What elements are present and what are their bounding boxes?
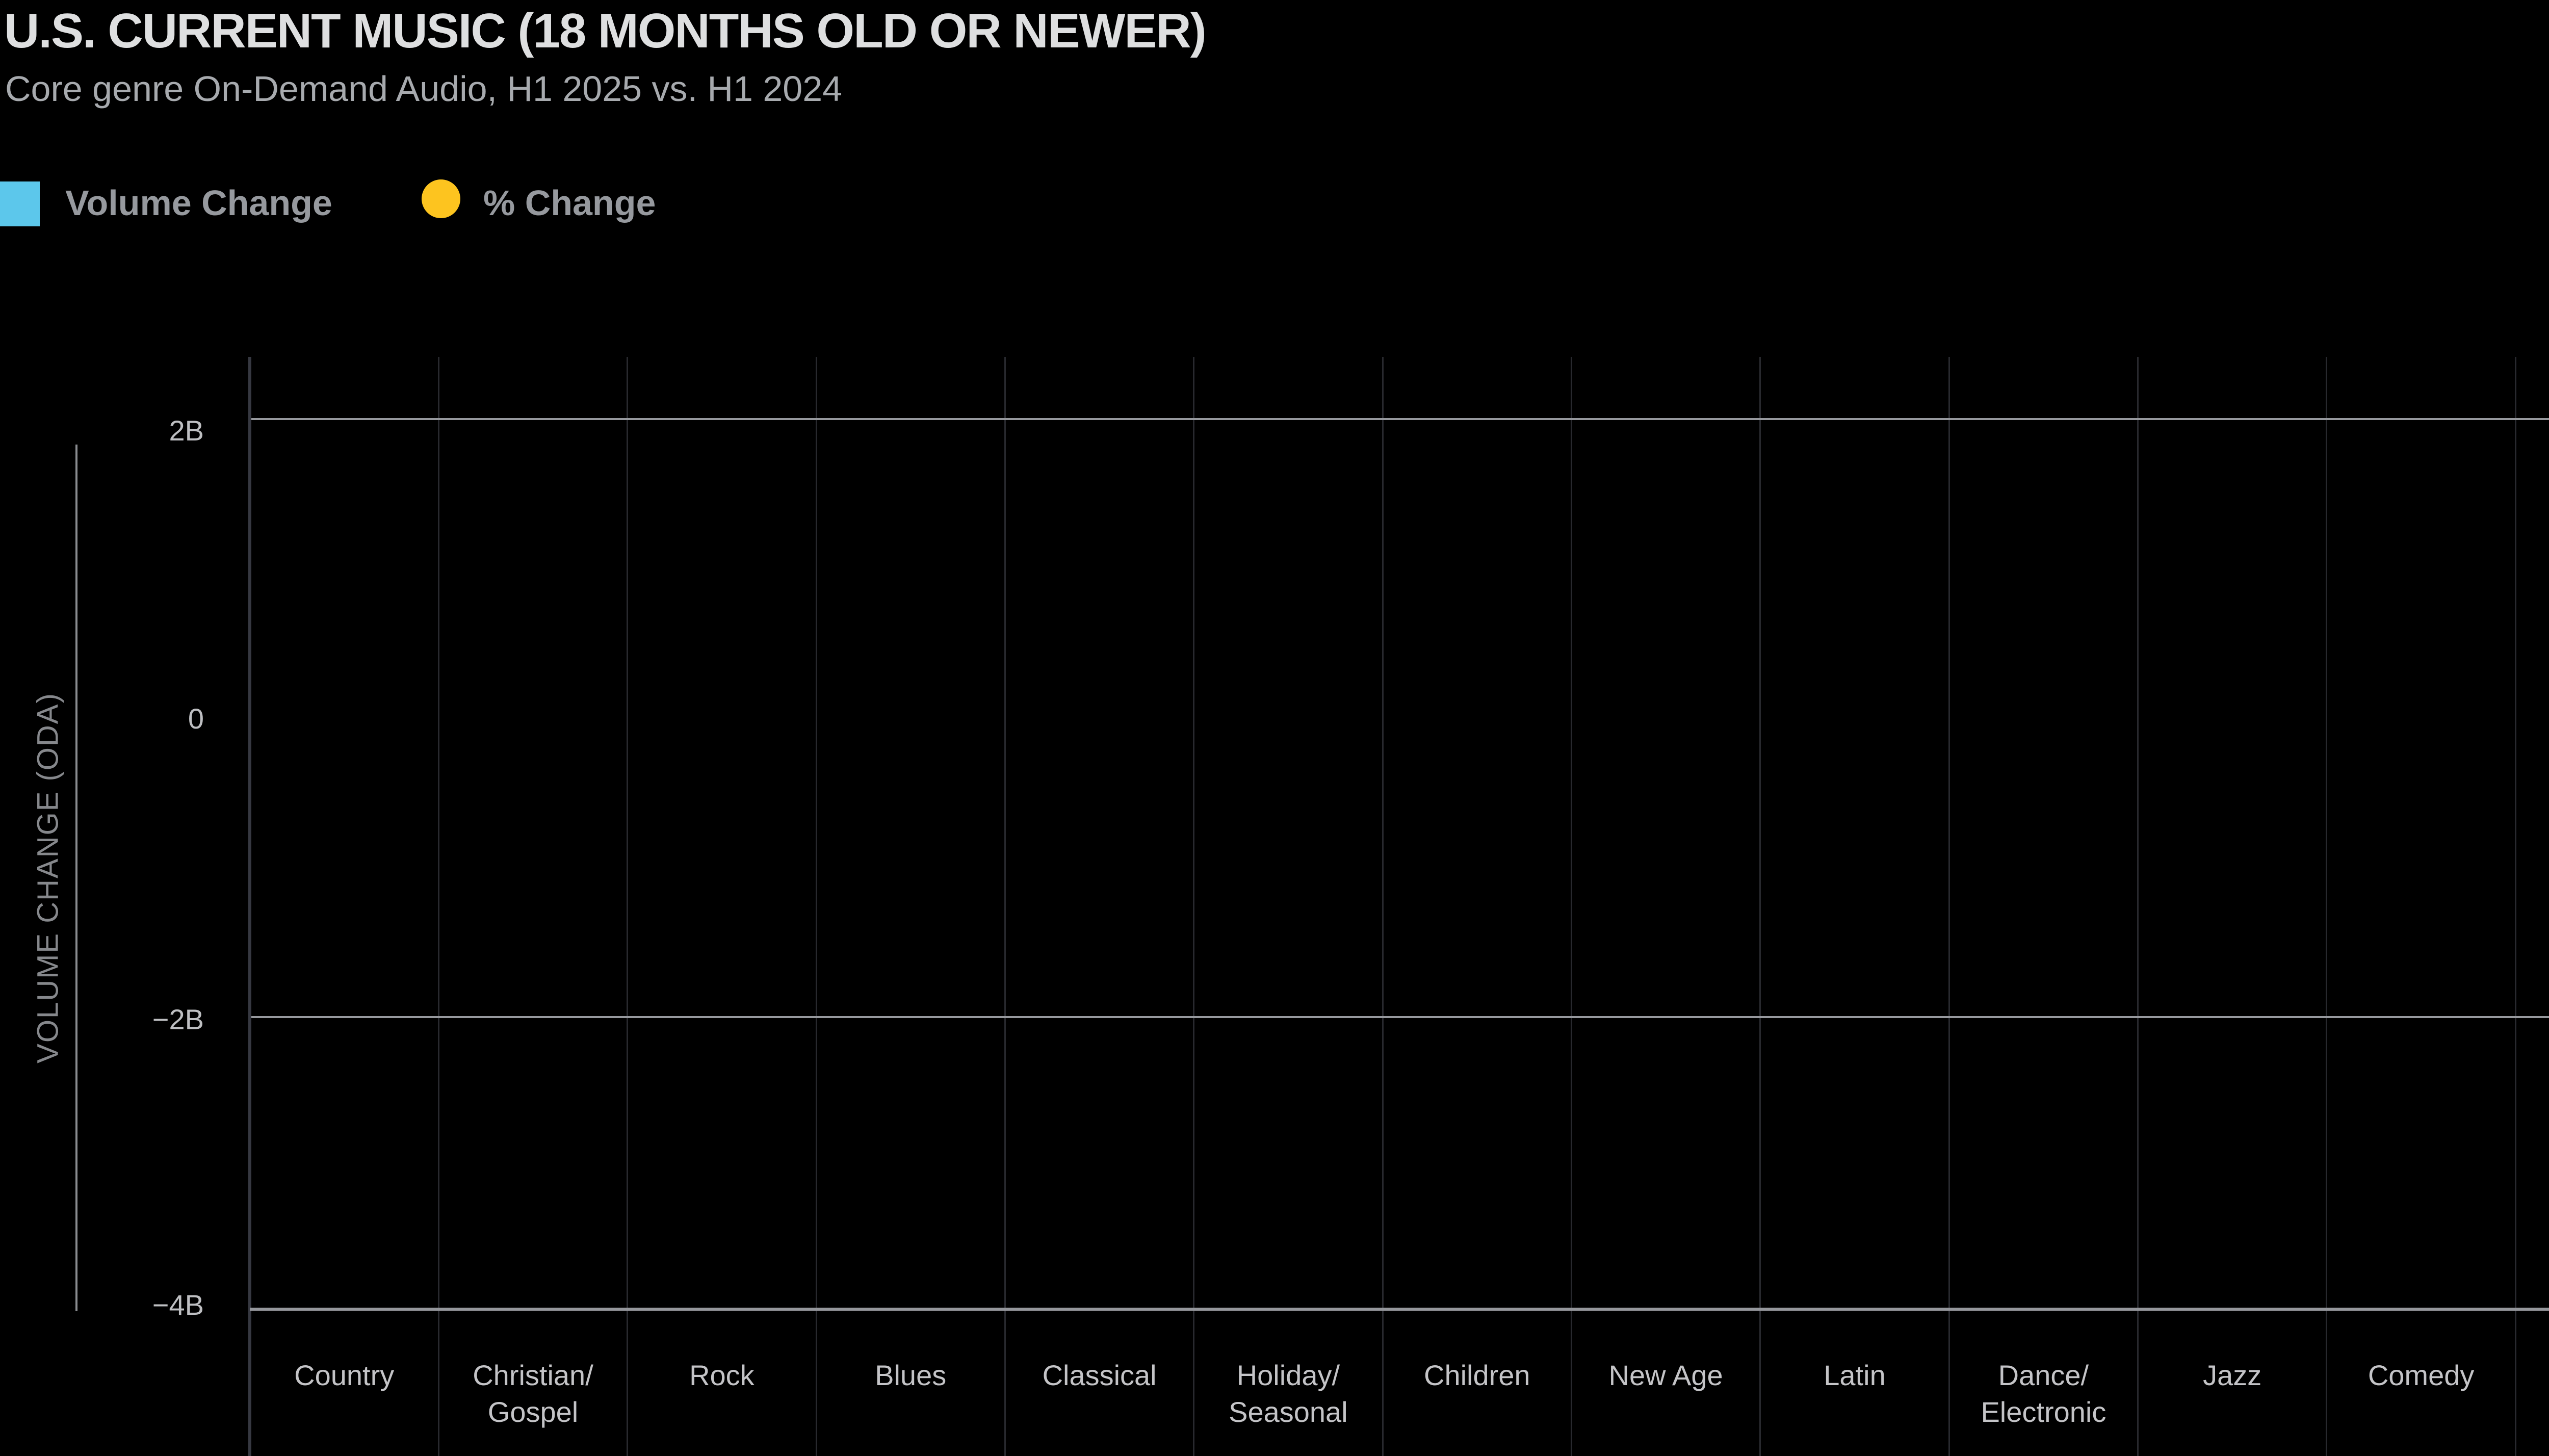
legend-swatch-square [0,181,40,226]
x-axis-label-line: Holiday/ [1236,1359,1340,1391]
x-axis-line [250,1308,2549,1311]
x-axis-label-line: Dance/ [1998,1359,2089,1391]
x-axis-label-line: Country [294,1359,395,1391]
legend-swatch-circle [422,179,460,218]
v-gridline [1759,357,1761,1456]
v-gridline [1571,357,1572,1456]
x-axis-label: Comedy [2326,1357,2516,1394]
v-gridline [1193,357,1195,1456]
h-gridline-2B [250,418,2549,420]
left-axis-title-line [75,445,77,1311]
x-axis-label: Dance/Electronic [1948,1357,2138,1431]
left-axis-tick-label: 0 [188,703,204,735]
x-axis-label: Country [249,1357,439,1394]
x-axis-label: New Age [1571,1357,1761,1394]
v-gridline [1004,357,1006,1456]
x-axis-label-line: Gospel [487,1396,579,1428]
x-axis-label: Holiday/Seasonal [1193,1357,1383,1431]
x-axis-label: Christian/Gospel [438,1357,628,1431]
legend-item-label: Volume Change [65,183,332,223]
v-gridline [2514,357,2516,1456]
x-axis-label: Rock [627,1357,817,1394]
v-gridline [437,357,439,1456]
x-axis-label-line: Classical [1042,1359,1157,1391]
x-axis-label-line: Blues [875,1359,947,1391]
x-axis-label: Jazz [2138,1357,2327,1394]
x-axis-label: Classical [1005,1357,1194,1394]
v-gridline [1382,357,1384,1456]
page-subtitle: Core genre On-Demand Audio, H1 2025 vs. … [5,69,843,109]
v-gridline [2137,357,2139,1456]
x-axis-label-line: Others [2515,1357,2549,1394]
x-axis-label: Children [1382,1357,1572,1394]
v-gridline [1948,357,1950,1456]
x-axis-label-line: Christian/ [473,1359,593,1391]
left-axis-tick-label: −4B [152,1289,204,1321]
page-title: U.S. CURRENT MUSIC (18 MONTHS OLD OR NEW… [4,4,1207,58]
v-gridline [2326,357,2328,1456]
x-axis-label-line: New Age [1608,1359,1723,1391]
x-axis-label: Latin [1760,1357,1949,1394]
h-gridline-−2B [250,1016,2549,1018]
x-axis-label-line: Comedy [2368,1359,2475,1391]
x-axis-label-line: Latin [1824,1359,1886,1391]
v-gridline [815,357,817,1456]
v-gridline [627,357,629,1456]
x-axis-label-line: Jazz [2203,1359,2262,1391]
x-axis-label-line: Children [1424,1359,1530,1391]
legend-item-label: % Change [483,183,656,223]
left-axis-tick-label: −2B [152,1003,204,1035]
x-axis-label-line: Rock [689,1359,755,1391]
x-axis-label: Others [2515,1357,2549,1394]
left-axis-domain-line [248,357,251,1456]
left-axis-tick-label: 2B [169,414,204,447]
x-axis-label-line: Seasonal [1229,1396,1348,1428]
x-axis-label: Blues [816,1357,1005,1394]
x-axis-label-line: Electronic [1981,1396,2106,1428]
